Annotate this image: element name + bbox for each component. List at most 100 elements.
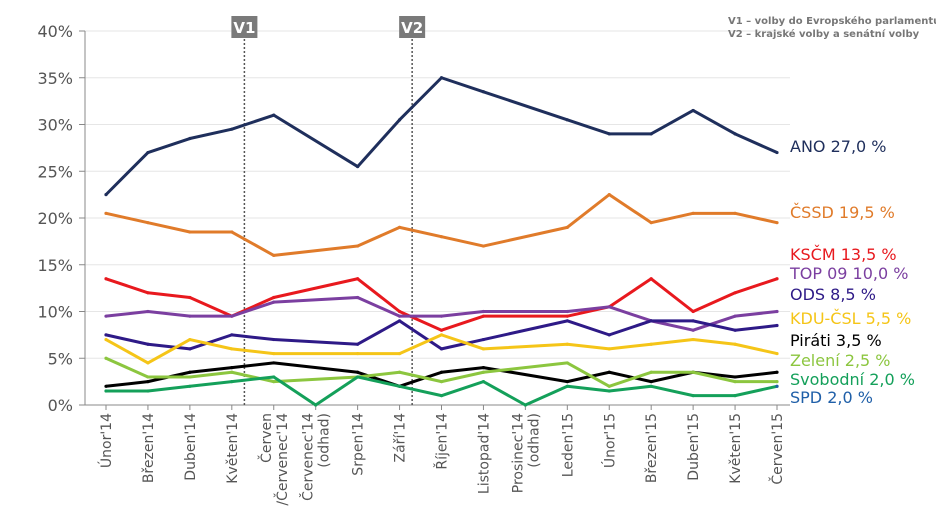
data-point [397, 384, 402, 388]
x-tick-label: Březen'14 [141, 413, 157, 483]
data-point [104, 384, 108, 388]
data-point [649, 370, 653, 374]
x-tick-text: Srpen'14 [351, 413, 367, 476]
y-tick-label: 30% [37, 116, 73, 135]
data-point [230, 347, 234, 351]
x-tick-text: (odhad) [317, 413, 333, 468]
data-point [104, 211, 108, 215]
data-point [565, 319, 569, 323]
y-tick-label: 40% [37, 22, 73, 41]
y-tick-label: 0% [48, 396, 73, 415]
series-line [105, 295, 778, 332]
legend-entry: KSČM 13,5 % [790, 245, 897, 264]
data-point [649, 380, 653, 384]
data-point [775, 370, 779, 374]
data-point [104, 314, 108, 318]
x-tick-text: Duben'15 [686, 413, 702, 481]
data-point [691, 319, 695, 323]
data-point [565, 342, 569, 346]
data-point [439, 76, 444, 80]
data-point [481, 314, 486, 318]
data-point [356, 342, 360, 346]
x-tick-label: Listopad'14 [476, 413, 492, 494]
x-tick-label: Prosinec'14 (odhad) [510, 413, 542, 493]
x-tick-text: Březen'15 [644, 413, 660, 483]
data-point [188, 370, 192, 374]
data-point [733, 328, 737, 332]
data-point [439, 394, 444, 398]
data-point [733, 375, 737, 379]
election-marker-box [399, 16, 426, 38]
data-point [272, 351, 276, 356]
data-point [397, 314, 402, 318]
data-point [356, 295, 360, 300]
data-point [104, 193, 108, 197]
data-point [691, 394, 695, 398]
data-point [733, 211, 737, 215]
data-point [649, 277, 653, 281]
x-tick-label: Únor'14 [97, 413, 115, 468]
x-tick-text: Únor'14 [97, 413, 115, 468]
data-point [188, 375, 192, 379]
data-point [481, 309, 486, 314]
data-point [104, 333, 108, 337]
x-tick-text: Červen [257, 413, 275, 463]
data-point [439, 347, 444, 351]
data-point [607, 384, 611, 388]
x-tick-label: Duben'15 [686, 413, 702, 481]
data-point [188, 384, 192, 388]
data-point [775, 277, 779, 281]
data-point [481, 244, 486, 248]
x-tick-text: Prosinec'14 [510, 413, 526, 493]
data-point [775, 323, 779, 328]
x-tick-text: Duben'14 [183, 413, 199, 481]
data-point [691, 337, 695, 342]
data-point [104, 337, 108, 342]
data-point [272, 300, 276, 304]
x-tick-text: Říjen'14 [434, 413, 451, 470]
data-point [775, 309, 779, 314]
legend-entry: ODS 8,5 % [790, 285, 876, 304]
data-point [481, 347, 486, 351]
data-point [523, 403, 527, 407]
y-tick-label: 25% [37, 162, 73, 181]
data-point [733, 380, 737, 384]
x-tick-label: Duben'14 [183, 413, 199, 481]
grid-lines [79, 30, 790, 410]
data-point [146, 380, 150, 384]
data-point [439, 314, 444, 318]
x-tick-label: Červen/Červenec'14 [257, 413, 291, 506]
legend-entry: ČSSD 19,5 % [790, 203, 895, 222]
x-tick-text: Květen'15 [728, 413, 744, 484]
data-point [272, 375, 276, 379]
data-point [439, 235, 444, 239]
x-tick-text: Září'14 [393, 413, 409, 463]
data-point [439, 370, 444, 374]
series-line [105, 193, 778, 257]
y-tick-label: 10% [37, 303, 73, 322]
data-point [439, 333, 444, 337]
data-point [272, 337, 276, 342]
x-tick-label: Červenec'14 (odhad) [299, 413, 333, 501]
data-point [397, 309, 402, 314]
y-tick-label: 15% [37, 256, 73, 275]
data-point [565, 225, 569, 229]
data-point [146, 221, 150, 225]
data-point [649, 342, 653, 346]
data-point [565, 118, 569, 122]
x-tick-label: Březen'15 [644, 413, 660, 483]
data-point [104, 356, 108, 360]
data-point [146, 389, 150, 393]
data-point [397, 319, 402, 323]
data-point [188, 295, 192, 300]
legend-entry: Zelení 2,5 % [790, 351, 891, 370]
data-point [104, 389, 108, 393]
data-point [691, 370, 695, 374]
note-line: V2 – krajské volby a senátní volby [728, 28, 920, 40]
data-point [733, 342, 737, 346]
x-tick-label: Říjen'14 [434, 413, 451, 470]
x-tick-label: Září'14 [393, 413, 409, 463]
data-point [188, 337, 192, 342]
x-tick-text: Březen'14 [141, 413, 157, 483]
